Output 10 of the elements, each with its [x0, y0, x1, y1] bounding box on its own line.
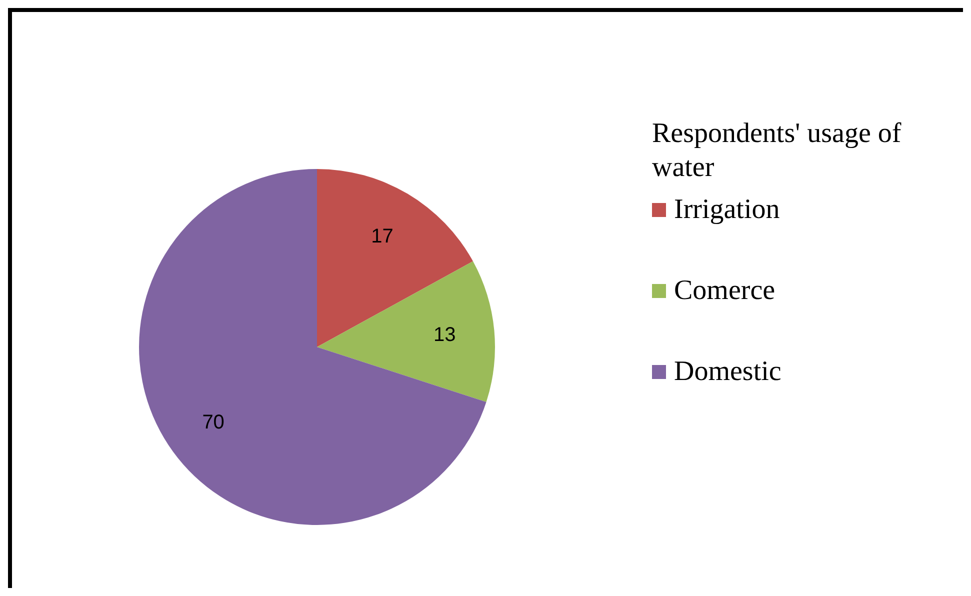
legend-label: Comerce	[674, 274, 776, 306]
data-label: 13	[433, 324, 456, 346]
pie-slice	[139, 169, 486, 525]
data-label: 17	[371, 226, 394, 248]
pie-slice	[317, 261, 495, 402]
data-label: 70	[202, 411, 224, 434]
pie-slice	[317, 169, 473, 347]
legend-label: Irrigation	[674, 194, 780, 226]
legend-title: Respondents' usage of water	[652, 117, 902, 185]
legend-label: Domestic	[674, 356, 782, 388]
